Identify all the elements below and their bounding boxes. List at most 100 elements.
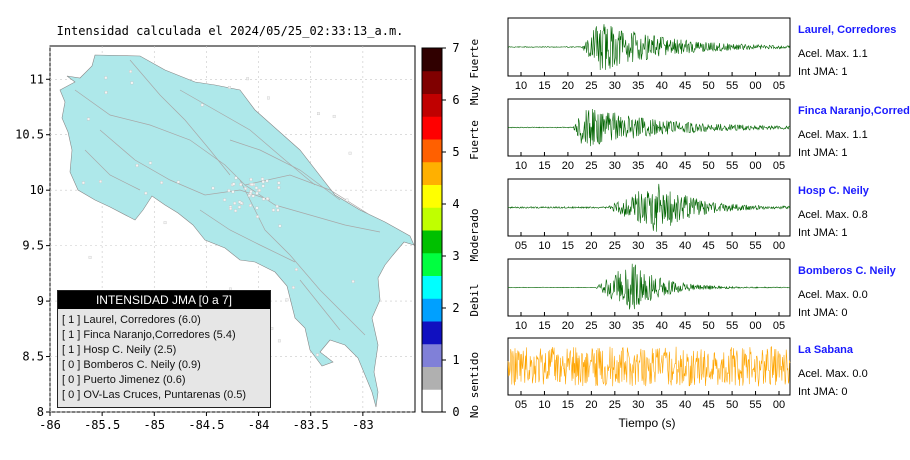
station-marker	[244, 187, 247, 190]
station-name: La Sabana	[798, 344, 854, 356]
map-title: Intensidad calculada el 2024/05/25_02:33…	[57, 24, 404, 38]
colorbar-segment	[422, 161, 442, 185]
seismogram-x-tick-label: 25	[609, 399, 621, 411]
seismogram-x-tick-label: 50	[726, 399, 738, 411]
colorbar-segment	[422, 366, 442, 390]
station-jma-intensity: Int JMA: 0	[798, 386, 848, 398]
seismogram-x-tick-label: 40	[656, 160, 668, 172]
station-marker	[258, 188, 261, 192]
station-name: Laurel, Corredores	[798, 24, 896, 36]
legend-title: INTENSIDAD JMA [0 a 7]	[58, 291, 270, 309]
seismogram-x-tick-label: 10	[538, 240, 550, 252]
station-marker	[99, 180, 102, 183]
station-marker	[228, 85, 231, 89]
legend-entry: [ 1 ] Laurel, Corredores (6.0)	[62, 314, 201, 326]
map-x-tick-label: -85.5	[84, 418, 120, 432]
station-marker	[265, 197, 269, 201]
seismogram-trace	[507, 346, 791, 387]
seismogram-x-tick-label: 20	[562, 80, 574, 92]
seismogram-trace	[507, 24, 791, 71]
colorbar-segment	[422, 116, 442, 140]
seismogram-panel: 10 15 20 25 30 35 40 45 50 55 00 05 Laurel, Corredor…	[507, 17, 896, 92]
seismogram-x-tick-label: 20	[562, 320, 574, 332]
time-axis-label: Tiempo (s)	[619, 416, 676, 430]
seismogram-x-tick-label: 00	[749, 160, 761, 172]
legend-entry: [ 0 ] Puerto Jimenez (0.6)	[62, 374, 186, 386]
seismogram-x-tick-label: 35	[632, 80, 644, 92]
seismogram-x-tick-label: 00	[749, 320, 761, 332]
map-y-tick-label: 8.5	[22, 350, 44, 364]
station-marker	[249, 178, 253, 181]
station-marker	[276, 208, 280, 212]
station-marker	[135, 164, 139, 167]
station-marker	[104, 76, 108, 80]
colorbar-segment	[422, 298, 442, 322]
costa-rica-land	[59, 54, 415, 408]
map-y-axis: 8 8.5 9 9.5 10 10.5 11	[15, 72, 50, 419]
map-x-tick-label: -83	[352, 418, 374, 432]
colorbar-segment	[422, 93, 442, 117]
station-marker	[129, 70, 133, 73]
station-marker	[351, 280, 355, 283]
station-acel-max: Acel. Max. 1.1	[798, 129, 868, 141]
seismogram-x-tick-label: 10	[515, 160, 527, 172]
station-marker	[229, 207, 233, 211]
station-marker	[234, 209, 238, 213]
station-marker	[200, 103, 204, 107]
seismogram-x-tick-label: 15	[538, 320, 550, 332]
intensity-colorbar: 0 1 2 3 4 5 6 7 No sentido Debil Moderado Fuerte Mu…	[421, 39, 481, 419]
seismogram-x-tick-label: 30	[632, 240, 644, 252]
station-marker	[88, 255, 92, 259]
station-marker	[285, 298, 289, 302]
station-marker	[231, 190, 235, 194]
seismogram-panel: 05 10 15 20 25 30 35 40 45 50 55 00 Hosp C. Neily Ace…	[507, 178, 870, 252]
station-marker	[130, 81, 134, 85]
seismogram-x-tick-label: 25	[585, 320, 597, 332]
seismogram-x-tick-label: 50	[703, 320, 715, 332]
legend-entry: [ 1 ] Finca Naranjo,Corredores (5.4)	[62, 329, 236, 341]
seismogram-x-tick-label: 05	[773, 160, 785, 172]
station-marker	[87, 117, 90, 121]
seismogram-x-tick-label: 00	[773, 399, 785, 411]
station-marker	[144, 191, 148, 195]
station-marker	[261, 177, 264, 181]
station-marker	[238, 200, 242, 204]
station-marker	[234, 176, 238, 180]
map-y-tick-label: 9	[37, 294, 44, 308]
seismogram-x-tick-label: 10	[538, 399, 550, 411]
colorbar-category-label: Debil	[468, 283, 481, 316]
station-marker	[291, 286, 295, 289]
map-x-tick-label: -84	[248, 418, 270, 432]
station-marker	[211, 186, 215, 190]
map-x-tick-label: -86	[39, 418, 61, 432]
map-y-tick-label: 11	[30, 72, 44, 86]
colorbar-segment	[422, 184, 442, 208]
station-marker	[277, 339, 281, 343]
intensity-legend: INTENSIDAD JMA [0 a 7] [ 1 ] Laurel, Cor…	[57, 290, 271, 408]
colorbar-tick-label: 3	[452, 249, 459, 263]
colorbar-tick-label: 1	[452, 353, 459, 367]
map-x-tick-label: -84.5	[188, 418, 224, 432]
colorbar-category-label: No sentido	[468, 352, 481, 418]
legend-entry: [ 0 ] Bomberos C. Neily (0.9)	[62, 359, 201, 371]
station-marker	[332, 114, 336, 118]
station-acel-max: Acel. Max. 1.1	[798, 48, 868, 60]
colorbar-tick-label: 0	[452, 405, 459, 419]
station-marker	[275, 204, 279, 208]
seismogram-x-tick-label: 50	[703, 160, 715, 172]
seismogram-x-tick-label: 30	[609, 320, 621, 332]
seismogram-x-tick-label: 15	[538, 80, 550, 92]
colorbar-category-label: Muy Fuerte	[468, 39, 481, 105]
legend-entries: [ 1 ] Laurel, Corredores (6.0) [ 1 ] Fin…	[58, 309, 270, 403]
colorbar-segment	[422, 275, 442, 299]
station-marker	[104, 91, 108, 94]
seismogram-x-tick-label: 20	[562, 160, 574, 172]
station-name: Finca Naranjo,Corredores	[798, 105, 910, 117]
seismogram-x-tick-label: 40	[679, 399, 691, 411]
seismogram-x-tick-label: 40	[656, 320, 668, 332]
station-marker	[237, 205, 241, 209]
station-marker	[233, 201, 237, 205]
seismogram-x-tick-label: 55	[726, 80, 738, 92]
seismogram-x-tick-label: 30	[632, 399, 644, 411]
